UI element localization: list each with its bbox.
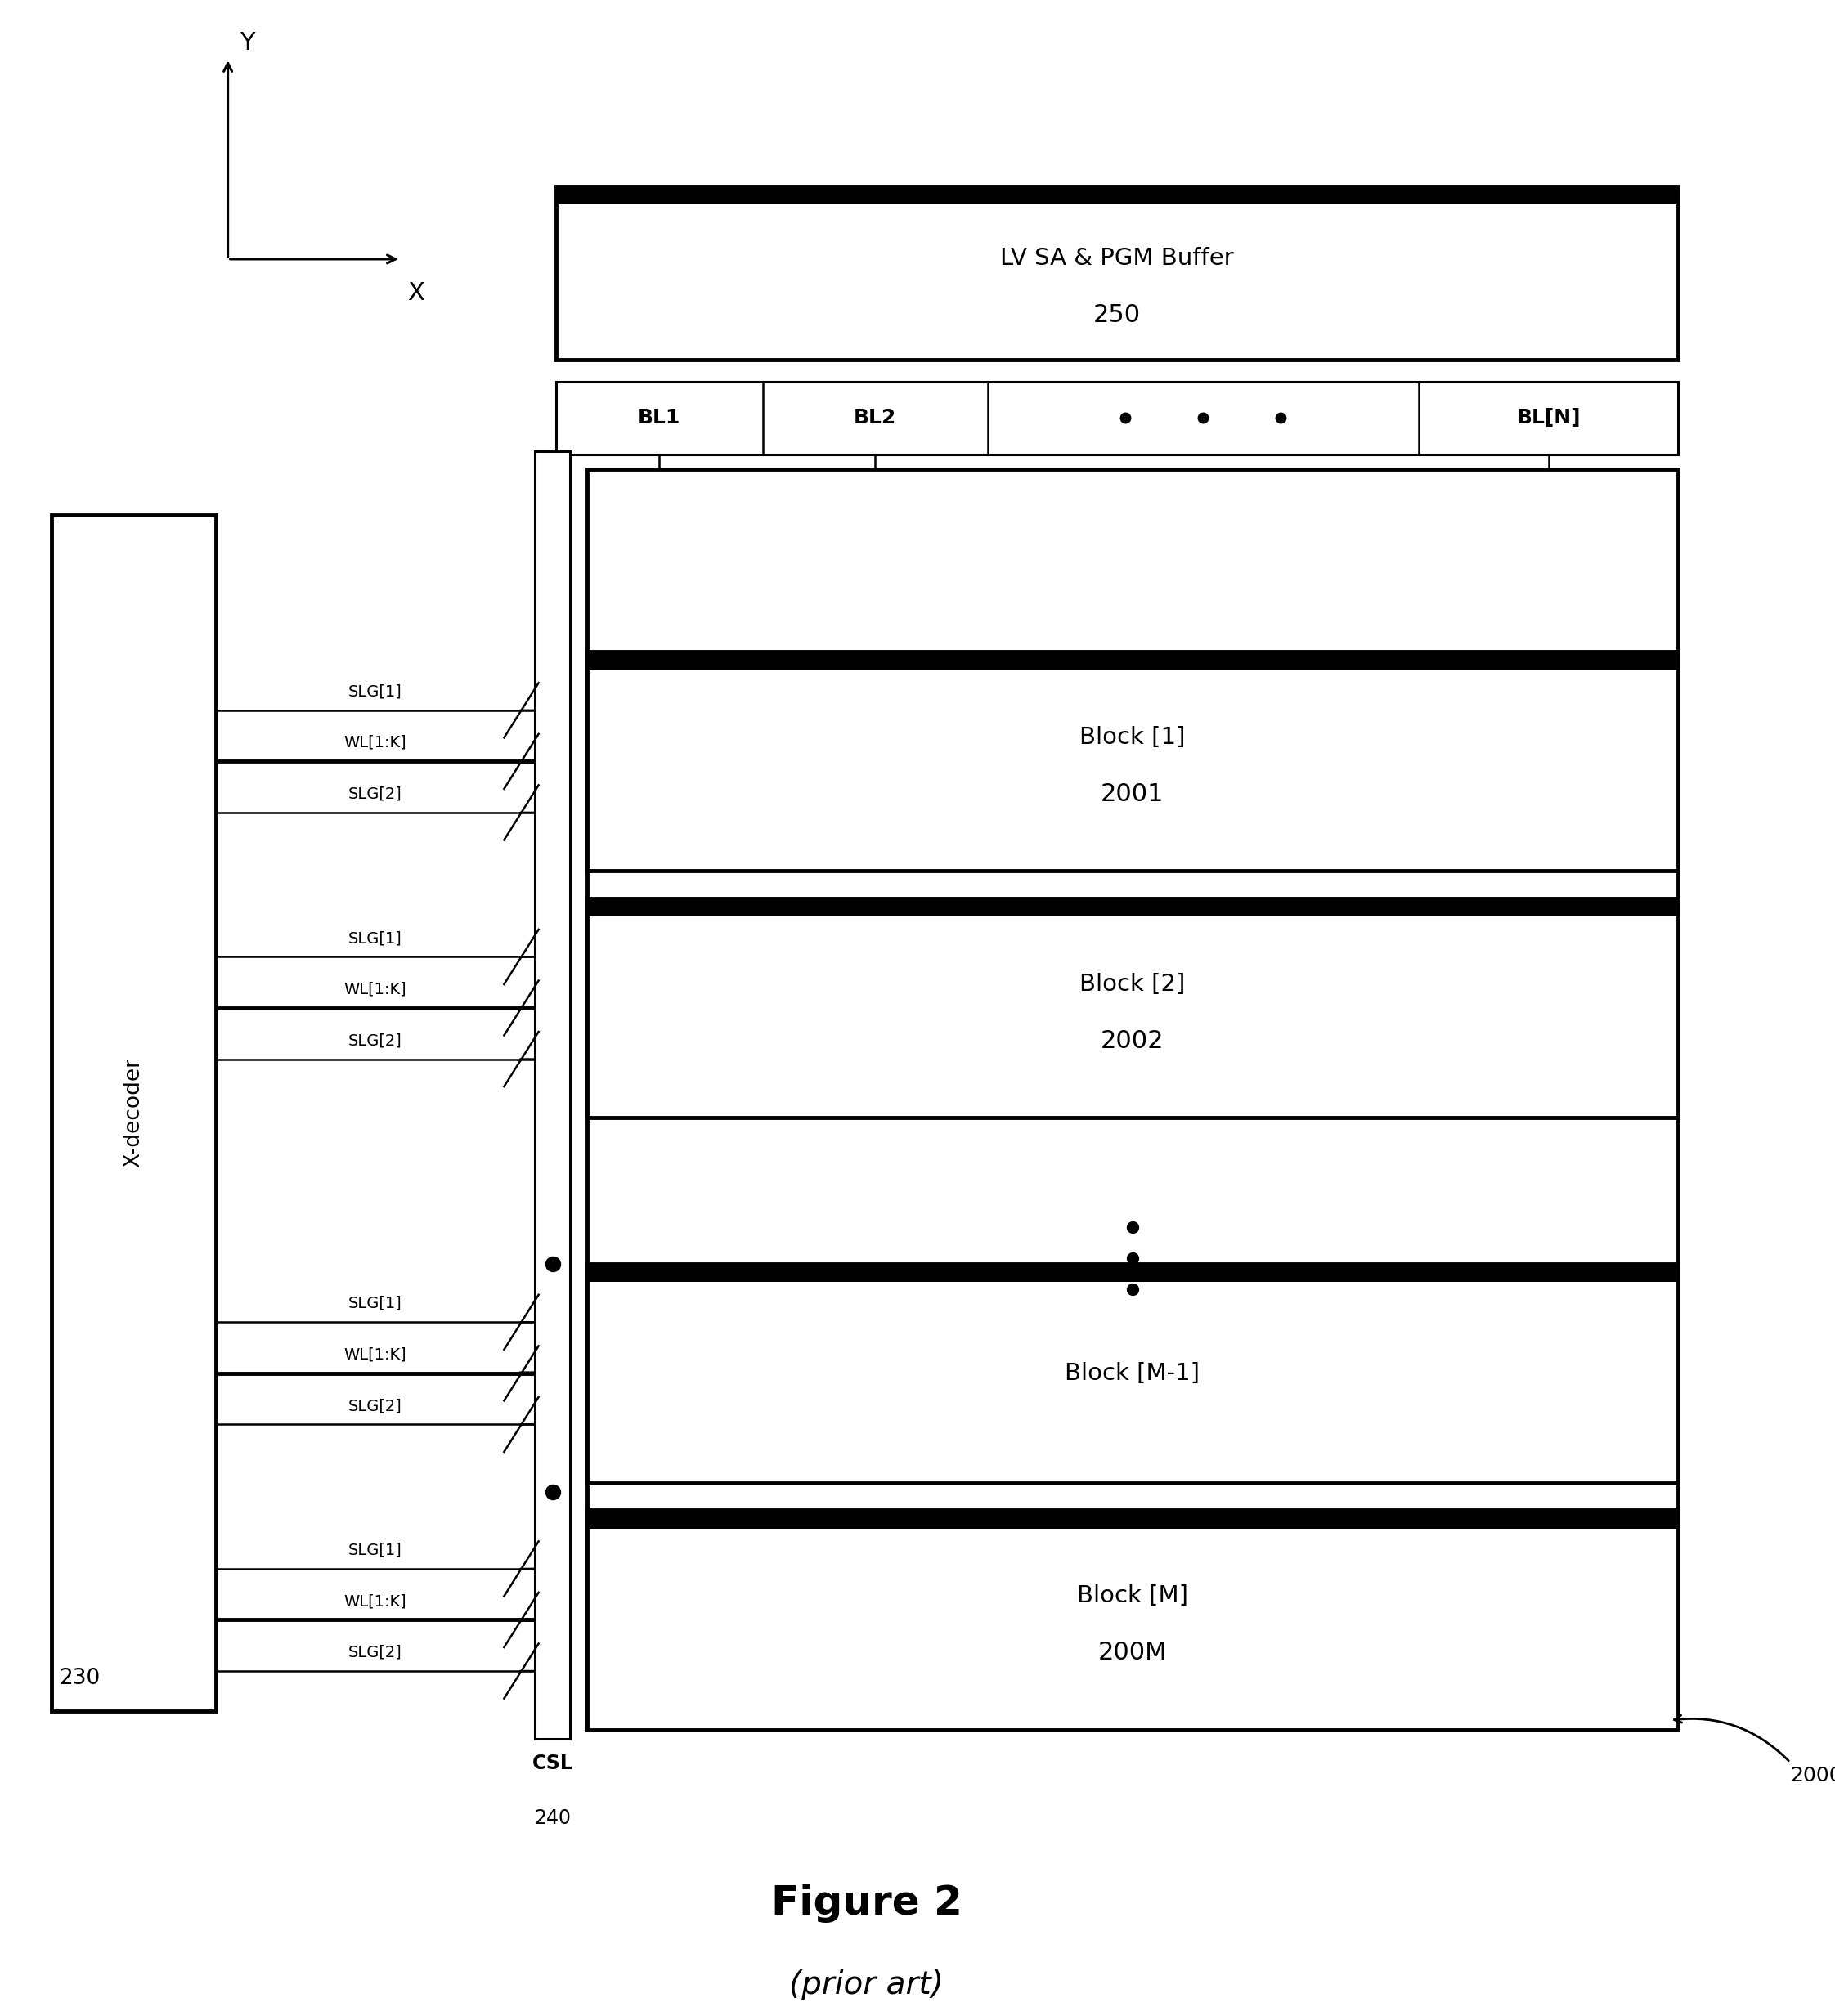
Text: 250: 250 bbox=[1094, 302, 1141, 327]
Text: X-decoder: X-decoder bbox=[123, 1058, 145, 1167]
Text: BL1: BL1 bbox=[639, 407, 681, 427]
Text: Figure 2: Figure 2 bbox=[771, 1883, 962, 1923]
Text: Block [M]: Block [M] bbox=[1077, 1585, 1187, 1607]
Bar bbox=[587, 1264, 1677, 1484]
Text: (prior art): (prior art) bbox=[789, 1970, 943, 2000]
Text: WL[1:K]: WL[1:K] bbox=[345, 736, 407, 750]
Bar bbox=[536, 452, 569, 1738]
Text: 2001: 2001 bbox=[1101, 782, 1163, 806]
Text: Y: Y bbox=[240, 30, 255, 54]
Text: WL[1:K]: WL[1:K] bbox=[345, 982, 407, 998]
Bar bbox=[587, 1510, 1677, 1528]
Bar bbox=[587, 1264, 1677, 1282]
Bar bbox=[556, 185, 1677, 204]
Text: SLG[1]: SLG[1] bbox=[349, 683, 402, 700]
Bar bbox=[556, 381, 1677, 454]
Text: Block [M-1]: Block [M-1] bbox=[1064, 1363, 1200, 1385]
Bar bbox=[587, 470, 1677, 1730]
Text: SLG[1]: SLG[1] bbox=[349, 929, 402, 946]
Text: Block [1]: Block [1] bbox=[1079, 726, 1185, 750]
Bar bbox=[587, 651, 1677, 871]
Text: SLG[2]: SLG[2] bbox=[349, 786, 402, 802]
Text: LV SA & PGM Buffer: LV SA & PGM Buffer bbox=[1000, 246, 1233, 270]
Text: BL2: BL2 bbox=[853, 407, 897, 427]
Text: SLG[2]: SLG[2] bbox=[349, 1645, 402, 1659]
Text: 230: 230 bbox=[59, 1667, 99, 1689]
Text: 240: 240 bbox=[534, 1808, 571, 1829]
Text: CSL: CSL bbox=[532, 1754, 573, 1772]
Bar bbox=[587, 899, 1677, 1117]
Text: X: X bbox=[407, 280, 424, 304]
Text: WL[1:K]: WL[1:K] bbox=[345, 1593, 407, 1609]
Bar bbox=[587, 651, 1677, 669]
Text: 2002: 2002 bbox=[1101, 1028, 1163, 1052]
Text: WL[1:K]: WL[1:K] bbox=[345, 1347, 407, 1363]
Text: 200M: 200M bbox=[1097, 1641, 1167, 1665]
Text: SLG[2]: SLG[2] bbox=[349, 1032, 402, 1048]
Text: 2000: 2000 bbox=[1791, 1766, 1835, 1786]
Text: BL[N]: BL[N] bbox=[1516, 407, 1580, 427]
Bar bbox=[587, 1510, 1677, 1730]
Text: SLG[2]: SLG[2] bbox=[349, 1397, 402, 1413]
Text: SLG[1]: SLG[1] bbox=[349, 1296, 402, 1310]
Bar bbox=[556, 185, 1677, 359]
Bar bbox=[587, 899, 1677, 917]
Text: SLG[1]: SLG[1] bbox=[349, 1542, 402, 1558]
Bar bbox=[51, 514, 217, 1712]
Text: Block [2]: Block [2] bbox=[1079, 974, 1185, 996]
